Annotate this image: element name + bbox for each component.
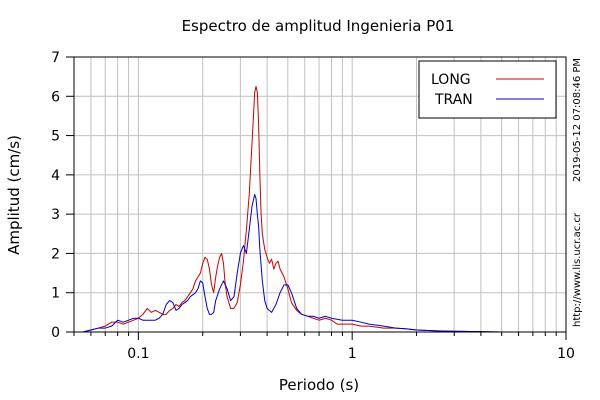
legend-label-long: LONG [431, 72, 471, 88]
y-tick-labels: 0 1 2 3 4 5 6 7 [51, 50, 60, 341]
legend-label-tran: TRAN [434, 92, 473, 108]
y-axis-label: Amplitud (cm/s) [5, 135, 23, 255]
timestamp-label: 2019-05-12 07:08:46 PM [572, 58, 583, 182]
series-line-tran [82, 194, 566, 332]
source-url-label: http://www.lis.ucr.ac.cr [572, 212, 583, 327]
x-axis-label: Periodo (s) [279, 376, 359, 394]
series-line-long [82, 85, 566, 332]
axis-ticks [66, 56, 567, 340]
legend: LONG TRAN [418, 60, 557, 119]
y-tick-label: 3 [51, 207, 60, 223]
series-layer [82, 85, 566, 332]
chart-title: Espectro de amplitud Ingenieria P01 [182, 17, 455, 35]
x-tick-labels: 0.1 1 10 [127, 346, 575, 362]
y-tick-label: 0 [51, 325, 60, 341]
x-tick-label: 0.1 [127, 346, 149, 362]
y-tick-label: 7 [51, 50, 60, 66]
x-tick-label: 10 [557, 346, 575, 362]
y-tick-label: 4 [51, 168, 60, 184]
y-tick-label: 1 [51, 286, 60, 302]
plot-frame [73, 56, 567, 333]
y-tick-label: 2 [51, 246, 60, 262]
x-tick-label: 1 [348, 346, 357, 362]
y-tick-label: 5 [51, 129, 60, 145]
legend-box [418, 60, 557, 119]
y-tick-label: 6 [51, 89, 60, 105]
